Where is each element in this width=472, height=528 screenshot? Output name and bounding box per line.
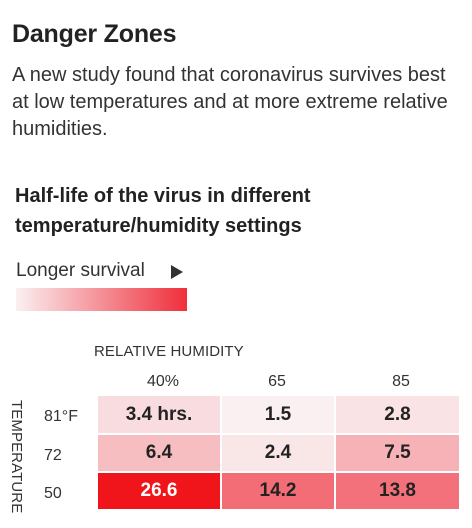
right-triangle-icon [171,265,183,279]
dek: A new study found that coronavirus survi… [12,64,448,140]
chart-title: Half-life of the virus in different temp… [15,185,311,237]
headline: Danger Zones [12,20,177,48]
heatmap-cell: 7.5 [336,435,459,471]
x-axis-label: RELATIVE HUMIDITY [94,343,244,360]
heatmap-cell: 2.8 [336,396,459,433]
legend-gradient-bar [16,288,187,311]
column-label: 85 [392,373,410,390]
heatmap-cell: 14.2 [222,473,334,509]
y-axis-label: TEMPERATURE [8,400,25,514]
heatmap-cell: 13.8 [336,473,459,509]
row-label: 72 [44,447,62,464]
row-label: 81°F [44,408,78,425]
heatmap-cell: 6.4 [98,435,220,471]
column-label: 65 [268,373,286,390]
heatmap-cell: 26.6 [98,473,220,509]
heatmap-cell: 3.4 hrs. [98,396,220,433]
heatmap-cell: 1.5 [222,396,334,433]
legend-label: Longer survival [16,260,145,281]
row-label: 50 [44,485,62,502]
heatmap-cell: 2.4 [222,435,334,471]
column-label: 40% [146,373,180,390]
